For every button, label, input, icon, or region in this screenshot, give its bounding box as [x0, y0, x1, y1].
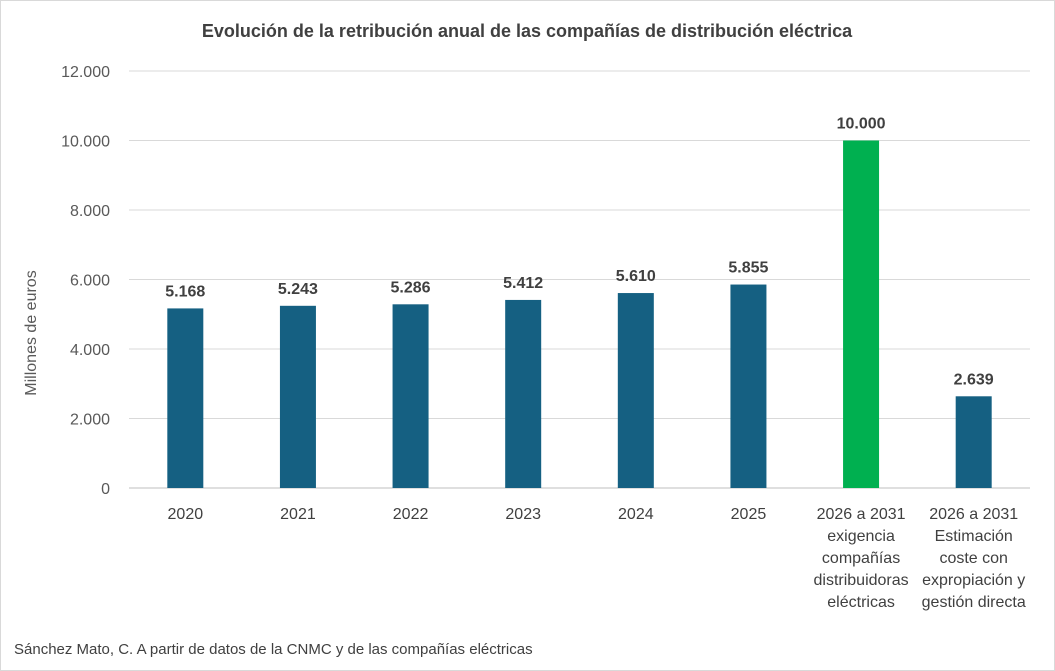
y-tick-label: 4.000 — [70, 342, 110, 359]
bar — [279, 305, 316, 488]
bars — [167, 140, 992, 488]
y-axis-label: Millones de euros — [23, 270, 40, 395]
data-label: 5.286 — [391, 279, 431, 296]
data-label: 5.855 — [728, 260, 768, 277]
data-label: 10.000 — [837, 116, 886, 133]
x-category-label: 2021 — [280, 506, 316, 523]
source-note: Sánchez Mato, C. A partir de datos de la… — [14, 641, 533, 658]
bar — [167, 308, 204, 488]
x-category-label: 2022 — [393, 506, 429, 523]
data-label: 2.639 — [954, 371, 994, 388]
y-tick-label: 6.000 — [70, 273, 110, 290]
x-category-label: 2026 a 2031 exigencia compañías distribuido… — [813, 506, 908, 611]
data-label: 5.412 — [503, 275, 543, 292]
bar — [505, 299, 542, 488]
y-tick-label: 2.000 — [70, 412, 110, 429]
x-axis-categories: 2020 2021 2022 2023 2024 2025 2026 a 2031 exige… — [168, 506, 1026, 611]
gridlines — [129, 70, 1030, 489]
x-category-label: 2024 — [618, 506, 654, 523]
x-category-label: 2025 — [731, 506, 767, 523]
y-tick-label: 8.000 — [70, 203, 110, 220]
y-tick-label: 12.000 — [61, 64, 110, 81]
y-tick-label: 10.000 — [61, 134, 110, 151]
bar — [392, 304, 429, 488]
x-category-label: 2023 — [505, 506, 541, 523]
x-category-label: 2026 a 2031 Estimación coste con expropiaci… — [922, 506, 1026, 611]
x-category-label: 2020 — [168, 506, 204, 523]
y-axis-ticks: 0 2.000 4.000 6.000 8.000 10.000 12.000 — [61, 64, 110, 498]
bar — [955, 396, 992, 488]
chart-title: Evolución de la retribución anual de las… — [202, 21, 853, 41]
data-label: 5.610 — [616, 268, 656, 285]
bar — [843, 140, 880, 488]
bar — [617, 293, 654, 488]
data-label: 5.168 — [165, 283, 205, 300]
data-label: 5.243 — [278, 281, 318, 298]
y-tick-label: 0 — [101, 481, 110, 498]
bar — [730, 284, 767, 488]
data-labels: 5.168 5.243 5.286 5.412 5.610 5.855 10.000 2.63… — [165, 116, 994, 389]
